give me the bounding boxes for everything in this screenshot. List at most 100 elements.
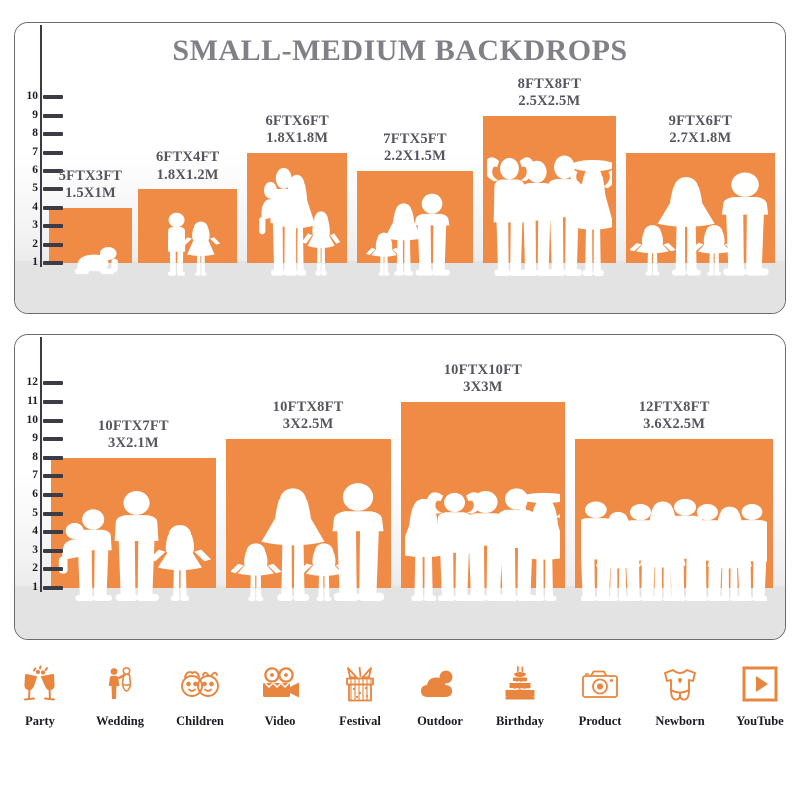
usage-scenario-row: Party Wedding Children Video xyxy=(0,660,800,760)
bar-size-ft: 10FTX8FT xyxy=(272,399,344,416)
cloud-icon xyxy=(417,660,463,708)
bar-size-ft: 10FTX10FT xyxy=(443,362,523,378)
y-tick-12 xyxy=(43,381,63,386)
bar-caption-12ftx8ft: 12FTX8FT 3.6X2.5M xyxy=(575,399,773,433)
usage-item-birthday[interactable]: Birthday xyxy=(480,660,560,729)
usage-label: YouTube xyxy=(736,714,784,728)
bar-size-ft: 5FTX3FT xyxy=(58,167,123,184)
y-tick-8 xyxy=(43,132,63,137)
usage-item-wedding[interactable]: Wedding xyxy=(80,660,160,729)
usage-item-video[interactable]: Video xyxy=(240,660,320,729)
y-tick-label-2: 2 xyxy=(32,237,38,250)
bar-size-m: 1.5X1M xyxy=(65,184,116,201)
y-tick-10 xyxy=(43,95,63,100)
panel-floor-2 xyxy=(15,586,785,639)
backdrop-bar-9ftx6ft[interactable] xyxy=(625,152,775,263)
y-tick-label-8: 8 xyxy=(32,450,38,463)
tiered-cake-icon xyxy=(497,660,543,708)
bar-size-m: 3X2.5M xyxy=(282,416,334,433)
y-tick-label-2: 2 xyxy=(32,562,38,575)
y-tick-5 xyxy=(43,511,63,516)
usage-item-youtube[interactable]: YouTube xyxy=(720,660,800,729)
usage-item-children[interactable]: Children xyxy=(160,660,240,729)
play-button-icon xyxy=(737,660,783,708)
backdrop-bar-10ftx7ft[interactable] xyxy=(51,457,216,588)
gift-box-icon xyxy=(337,660,383,708)
usage-label: Birthday xyxy=(496,714,544,728)
usage-item-newborn[interactable]: Newborn xyxy=(640,660,720,729)
bar-size-ft: 6FTX6FT xyxy=(265,112,329,129)
y-tick-2 xyxy=(43,242,63,247)
y-axis-line xyxy=(40,337,42,592)
bar-caption-6ftx4ft: 6FTX4FT 1.8X1.2M xyxy=(138,149,238,183)
usage-label: Party xyxy=(25,714,55,728)
bar-size-m: 1.8X1.2M xyxy=(156,166,219,183)
bar-size-ft: 12FTX8FT xyxy=(638,399,710,416)
usage-item-festival[interactable]: Festival xyxy=(320,660,400,729)
backdrop-bar-10ftx8ft[interactable] xyxy=(225,439,391,588)
bar-caption-8ftx8ft: 8FTX8FT 2.5X2.5M xyxy=(483,76,616,110)
bar-caption-7ftx5ft: 7FTX5FT 2.2X1.5M xyxy=(357,131,473,165)
usage-label: Video xyxy=(264,714,296,728)
backdrop-bar-12ftx8ft[interactable] xyxy=(575,439,773,588)
y-tick-label-6: 6 xyxy=(32,164,38,176)
bar-caption-10ftx7ft: 10FTX7FT 3X2.1M xyxy=(51,418,216,452)
usage-item-outdoor[interactable]: Outdoor xyxy=(400,660,480,729)
y-tick-2 xyxy=(43,567,63,572)
page-title: SMALL-MEDIUM BACKDROPS xyxy=(172,34,628,67)
bar-size-m: 3X2.1M xyxy=(108,434,159,451)
backdrop-bar-6ftx6ft[interactable] xyxy=(247,152,347,263)
backdrop-bar-7ftx5ft[interactable] xyxy=(356,171,474,263)
y-tick-label-10: 10 xyxy=(26,90,39,103)
bar-size-m: 3.6X2.5M xyxy=(643,416,706,433)
y-tick-label-3: 3 xyxy=(32,219,38,232)
y-axis-panel-2: 1 2 3 4 5 6 7 8 9 10 11 12 xyxy=(26,337,72,593)
backdrop-bar-6ftx4ft[interactable] xyxy=(137,189,238,263)
bar-caption-9ftx6ft: 9FTX6FT 2.7X1.8M xyxy=(626,113,775,147)
y-tick-label-1: 1 xyxy=(32,256,38,268)
y-tick-label-10: 10 xyxy=(26,413,39,426)
bar-size-m: 2.7X1.8M xyxy=(669,129,732,146)
bar-caption-5ftx3ft: 5FTX3FT 1.5X1M xyxy=(49,168,132,202)
y-tick-label-8: 8 xyxy=(32,127,38,140)
y-tick-1 xyxy=(43,586,63,590)
champagne-glasses-icon xyxy=(17,660,63,708)
y-tick-4 xyxy=(43,530,63,535)
y-tick-11 xyxy=(43,400,63,404)
y-tick-label-11: 11 xyxy=(27,395,38,407)
camera-icon xyxy=(577,660,623,708)
y-tick-10 xyxy=(43,418,63,423)
y-tick-label-3: 3 xyxy=(32,543,38,556)
y-tick-label-9: 9 xyxy=(32,108,38,121)
backdrop-bar-8ftx8ft[interactable] xyxy=(483,115,616,263)
usage-item-party[interactable]: Party xyxy=(0,660,80,729)
backdrop-bar-5ftx3ft[interactable] xyxy=(49,207,132,263)
bar-size-m: 3X3M xyxy=(463,379,503,396)
two-kids-faces-icon xyxy=(177,660,223,708)
bar-caption-10ftx8ft: 10FTX8FT 3X2.5M xyxy=(226,399,391,433)
y-axis-panel-1: 1 2 3 4 5 6 7 8 9 10 xyxy=(26,25,72,268)
y-tick-9 xyxy=(43,113,63,118)
usage-label: Outdoor xyxy=(417,714,463,728)
usage-label: Product xyxy=(578,714,622,728)
bride-groom-icon xyxy=(97,660,143,708)
y-tick-4 xyxy=(43,205,63,210)
y-tick-label-12: 12 xyxy=(26,376,39,389)
y-tick-label-6: 6 xyxy=(32,488,38,500)
usage-label: Newborn xyxy=(655,714,705,728)
y-tick-1 xyxy=(43,261,63,265)
y-tick-9 xyxy=(43,437,63,442)
y-tick-label-4: 4 xyxy=(32,525,38,538)
panel-floor-1 xyxy=(15,261,785,313)
y-tick-label-7: 7 xyxy=(32,469,38,482)
usage-item-product[interactable]: Product xyxy=(560,660,640,729)
y-tick-label-5: 5 xyxy=(32,182,38,195)
y-tick-7 xyxy=(43,474,63,479)
y-axis-line xyxy=(40,25,42,267)
bar-caption-10ftx10ft: 10FTX10FT 3X3M xyxy=(401,362,566,396)
backdrop-chart-panel-medium-large: 1 2 3 4 5 6 7 8 9 10 11 12 10FTX7FT 3X2.1M xyxy=(14,334,786,640)
movie-camera-icon xyxy=(257,660,303,708)
y-tick-6 xyxy=(43,169,63,173)
y-tick-6 xyxy=(43,493,63,497)
backdrop-bar-10ftx10ft[interactable] xyxy=(400,402,566,588)
